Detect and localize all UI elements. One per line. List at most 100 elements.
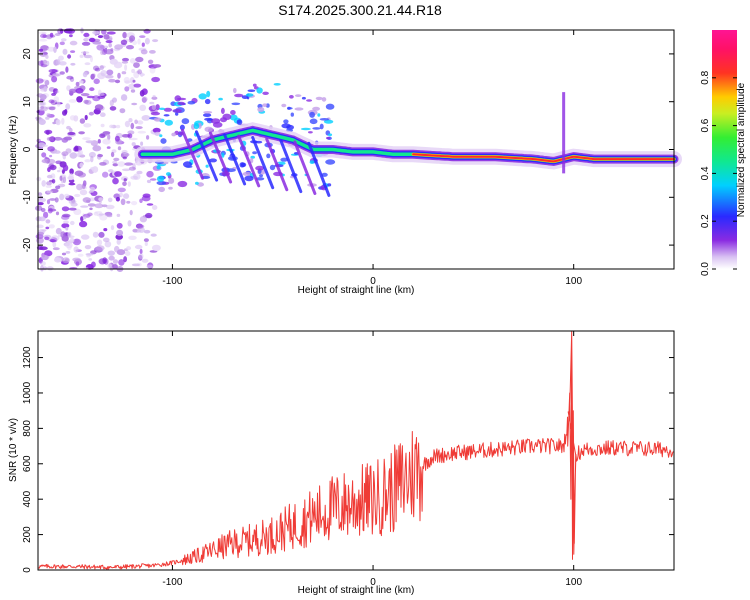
noise-speck	[41, 152, 47, 158]
transition-speck	[155, 104, 160, 111]
noise-speck	[67, 235, 75, 238]
transition-speck	[171, 132, 177, 137]
noise-speck	[83, 54, 93, 59]
noise-speck	[134, 244, 143, 250]
noise-speck	[89, 189, 94, 193]
transition-speck	[151, 104, 157, 111]
transition-speck	[175, 112, 179, 116]
transition-speck	[179, 124, 185, 131]
transition-speck	[203, 111, 213, 114]
colorbar-gradient	[712, 30, 737, 269]
snr-frame	[37, 330, 675, 571]
transition-speck	[323, 119, 334, 124]
noise-speck	[139, 104, 147, 112]
noise-speck	[130, 89, 136, 93]
noise-speck	[118, 192, 123, 198]
transition-speck	[187, 100, 196, 105]
transition-speck	[156, 165, 161, 170]
snr-ytick-label: 1000	[22, 381, 33, 404]
snr-ylabel: SNR (10 * v/v)	[8, 418, 19, 482]
noise-speck	[61, 213, 71, 218]
noise-speck	[88, 37, 96, 43]
transition-speck	[262, 103, 268, 107]
snr-ytick-label: 200	[22, 526, 33, 543]
transition-speck	[245, 93, 254, 97]
noise-speck	[103, 34, 110, 40]
noise-speck	[43, 211, 49, 219]
noise-speck	[149, 50, 156, 54]
noise-speck	[107, 133, 111, 141]
noise-speck	[102, 257, 107, 264]
colorbar: 0.0 0.2 0.4 0.6 0.8 Normalized spectral ampl…	[700, 30, 747, 276]
snr-xlabel: Height of straight line (km)	[298, 585, 415, 596]
noise-speck	[61, 252, 67, 256]
noise-speck	[88, 258, 93, 261]
noise-speck	[143, 229, 151, 234]
noise-speck	[63, 220, 69, 224]
transition-speck	[159, 134, 163, 138]
noise-speck	[36, 138, 41, 143]
noise-speck	[128, 118, 133, 123]
noise-speck	[129, 209, 133, 216]
noise-speck	[91, 73, 96, 78]
noise-speck	[101, 204, 108, 208]
noise-speck	[116, 213, 121, 217]
noise-speck	[119, 108, 126, 114]
spectrogram-xlabel: Height of straight line (km)	[298, 285, 415, 296]
transition-speck	[289, 95, 294, 99]
transition-speck	[252, 151, 257, 155]
colorbar-tick-label: 0.4	[700, 166, 711, 180]
colorbar-tick-label: 0.0	[700, 262, 711, 276]
noise-speck	[144, 241, 148, 246]
noise-speck	[82, 197, 92, 203]
transition-speck	[226, 168, 236, 173]
noise-speck	[84, 159, 91, 163]
noise-speck	[132, 40, 137, 46]
noise-speck	[138, 254, 143, 261]
snr-xtick-label: -100	[162, 577, 182, 588]
noise-speck	[139, 216, 147, 223]
noise-speck	[116, 239, 121, 245]
snr-xtick-label: 100	[565, 577, 582, 588]
noise-speck	[76, 96, 83, 103]
transition-speck	[244, 175, 254, 182]
transition-speck	[195, 181, 199, 185]
noise-speck	[131, 263, 141, 267]
transition-speck	[177, 180, 188, 188]
noise-speck	[57, 28, 64, 35]
colorbar-tick-label: 0.2	[700, 214, 711, 228]
noise-speck	[123, 178, 128, 182]
noise-speck	[63, 193, 70, 199]
noise-speck	[52, 73, 61, 77]
noise-speck	[133, 62, 140, 68]
noise-speck	[100, 45, 107, 50]
transition-speck	[174, 95, 182, 102]
noise-speck	[72, 238, 82, 246]
noise-speck	[52, 241, 57, 248]
transition-speck	[193, 123, 200, 130]
noise-speck	[90, 55, 93, 63]
noise-speck	[61, 117, 65, 125]
noise-speck	[109, 99, 114, 107]
spectrogram-ytick-label: -10	[22, 190, 33, 205]
transition-speck	[205, 164, 209, 168]
noise-speck	[151, 76, 161, 83]
noise-speck	[123, 76, 130, 84]
noise-speck	[102, 131, 111, 135]
noise-speck	[79, 54, 84, 58]
noise-speck	[94, 211, 103, 214]
noise-speck	[79, 220, 88, 228]
noise-speck	[50, 173, 56, 180]
noise-speck	[92, 95, 101, 102]
noise-speck	[138, 253, 144, 260]
noise-speck	[49, 32, 54, 38]
noise-speck	[37, 197, 47, 203]
noise-speck	[69, 168, 74, 175]
noise-speck	[102, 171, 109, 178]
noise-speck	[99, 133, 106, 139]
noise-speck	[62, 176, 67, 184]
noise-speck	[154, 131, 161, 136]
noise-speck	[36, 176, 42, 182]
transition-speck	[218, 97, 223, 101]
noise-speck	[99, 162, 107, 166]
